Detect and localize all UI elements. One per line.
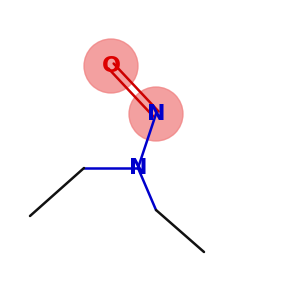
Text: N: N — [129, 158, 147, 178]
Circle shape — [129, 87, 183, 141]
Circle shape — [84, 39, 138, 93]
Text: O: O — [101, 56, 121, 76]
Text: N: N — [147, 104, 165, 124]
